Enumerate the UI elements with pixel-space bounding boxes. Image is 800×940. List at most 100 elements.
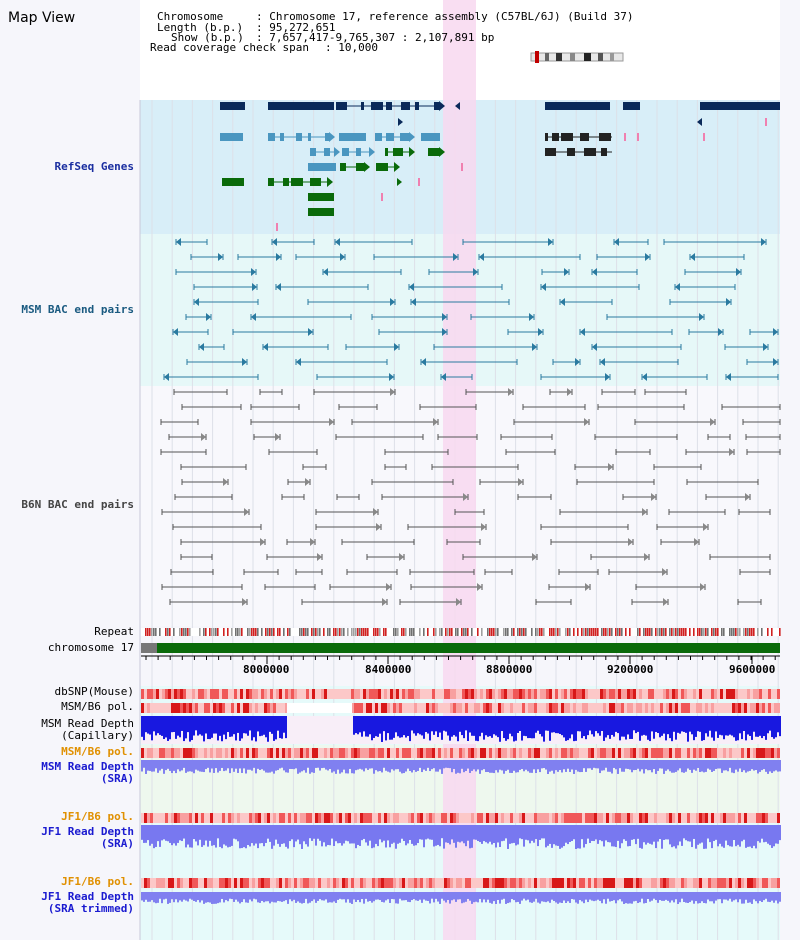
msm-pol2-heat [462,748,465,758]
jf1-trimmed-depth [197,892,199,901]
msm-sra-depth [191,760,193,772]
jf1-sra-depth [231,825,233,846]
msm-sra-depth [555,760,557,771]
jf1-sra-depth [561,825,563,848]
msm-capillary-depth [637,716,639,732]
info-chromosome-key: Chromosome [157,10,224,23]
jf1-sra-depth [433,825,435,847]
msm-pol2-heat [213,748,216,758]
track-label-msm-bac[interactable]: MSM BAC end pairs [21,303,134,316]
jf1-trimmed-depth [383,892,385,903]
jf1-trimmed-depth [483,892,485,900]
repeat-mark [231,628,233,636]
msm-sra-depth [567,760,569,769]
msm-pol2-heat [264,748,267,758]
repeat-mark [427,628,429,636]
msm-capillary-depth [683,716,685,732]
jf1-pol-heat [390,813,393,823]
msm-pol2-heat [720,748,723,758]
dbsnp-heat [351,689,354,699]
msm-sra-depth [533,760,535,770]
msm-pol2-heat [441,748,444,758]
jf1-sra-depth [249,825,251,847]
msm-pol-heat [174,703,177,713]
jf1-sra-depth [537,825,539,847]
repeat-mark [385,628,387,636]
msm-capillary-depth [577,716,579,732]
msm-pol2-heat [630,748,633,758]
msm-sra-depth [435,760,437,772]
msm-pol2-heat [639,748,642,758]
msm-capillary-depth [463,716,465,739]
msm-pol-heat [546,703,549,713]
msm-pol-heat [669,703,672,713]
jf1-trimmed-depth [551,892,553,900]
msm-pol2-heat [312,748,315,758]
track-label-refseq[interactable]: RefSeq Genes [54,160,134,173]
jf1-pol-heat [300,813,303,823]
repeat-mark [289,628,291,636]
repeat-mark [711,628,713,636]
msm-pol-heat [195,703,198,713]
msm-sra-depth [723,760,725,771]
repeat-mark [315,628,317,636]
msm-capillary-depth [251,716,253,741]
msm-pol2-heat [372,748,375,758]
msm-sra-depth [333,760,335,772]
msm-sra-depth [497,760,499,773]
dbsnp-heat [324,689,327,699]
jf1-sra-depth [329,825,331,846]
msm-sra-depth [757,760,759,774]
jf1-pol2-heat [189,878,192,888]
msm-pol-heat [627,703,630,713]
track-label-jf1-trim-1: JF1 Read Depth [41,890,134,903]
msm-capillary-depth [689,716,691,732]
msm-sra-depth [467,760,469,769]
jf1-trimmed-depth [205,892,207,903]
msm-pol-heat [285,703,288,713]
repeat-mark [601,628,603,636]
jf1-sra-depth [351,825,353,844]
msm-pol2-heat [618,748,621,758]
jf1-pol-heat [288,813,291,823]
msm-pol2-heat [696,748,699,758]
jf1-trimmed-depth [581,892,583,902]
msm-pol-heat [528,703,531,713]
msm-pol2-heat [573,748,576,758]
msm-sra-depth [553,760,555,774]
msm-capillary-depth [503,716,505,739]
jf1-sra-depth [395,825,397,849]
repeat-mark [145,628,147,636]
msm-capillary-depth [221,716,223,742]
gene-exon [308,133,311,141]
msm-sra-depth [735,760,737,770]
dbsnp-heat [564,689,567,699]
jf1-sra-depth [631,825,633,840]
dbsnp-heat [546,689,549,699]
track-label-b6n-bac[interactable]: B6N BAC end pairs [21,498,134,511]
repeat-mark [375,628,377,636]
jf1-pol2-heat [498,878,501,888]
track-label-msm-read-cap-2: (Capillary) [61,729,134,742]
bac-arrow [690,253,695,261]
jf1-trimmed-depth [271,892,273,902]
gene-exon [545,133,548,141]
jf1-sra-depth [287,825,289,849]
dbsnp-heat [492,689,495,699]
jf1-pol-heat [510,813,513,823]
msm-pol2-heat [234,748,237,758]
repeat-mark [701,628,703,636]
msm-capillary-depth [559,716,561,734]
msm-capillary-depth [379,716,381,734]
jf1-pol-heat [555,813,558,823]
msm-capillary-depth [687,716,689,742]
msm-pol2-heat [753,748,756,758]
msm-sra-depth [775,760,777,771]
msm-sra-depth [625,760,627,769]
msm-sra-depth [711,760,713,772]
msm-capillary-depth [611,716,613,735]
repeat-mark [753,628,755,636]
bac-arrow [310,538,315,546]
jf1-trimmed-depth [473,892,475,903]
